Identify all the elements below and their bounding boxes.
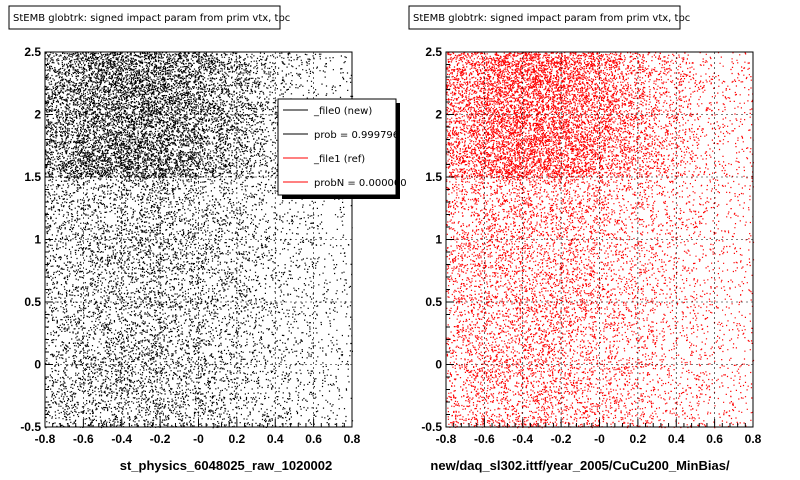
x-tick-label: -0.8	[35, 432, 56, 446]
legend-entry: probN = 0.000000	[283, 178, 407, 189]
legend-entry: prob = 0.999796	[283, 130, 399, 141]
x-tick-label: -0	[193, 432, 204, 446]
x-tick-label: 0.2	[630, 432, 647, 446]
x-tick-label: -0.4	[111, 432, 132, 446]
x-tick-label: -0.4	[512, 432, 533, 446]
x-tick-label: 0.2	[229, 432, 246, 446]
legend-label: probN = 0.000000	[314, 178, 407, 189]
y-tick-label: 1.5	[425, 170, 442, 184]
right-title-box	[408, 5, 681, 30]
legend: _file0 (new) prob = 0.999796 _file1 (ref…	[277, 98, 407, 199]
x-tick-label: -0	[594, 432, 605, 446]
x-tick-label: 0.8	[344, 432, 361, 446]
right-chart-title: StEMB globtrk: signed impact param from …	[413, 13, 690, 24]
y-tick-label: 0.5	[425, 295, 442, 309]
legend-label: prob = 0.999796	[314, 130, 399, 141]
legend-entry: _file0 (new)	[283, 106, 372, 117]
legend-label: _file1 (ref)	[313, 154, 365, 165]
left-chart-title: StEMB globtrk: signed impact param from …	[13, 13, 290, 24]
left-title-box	[8, 5, 281, 30]
x-tick-label: -0.6	[73, 432, 94, 446]
y-tick-label: 2	[34, 108, 41, 122]
y-tick-label: 2	[435, 108, 442, 122]
x-tick-label: 0.8	[745, 432, 762, 446]
scatter-points	[45, 52, 354, 429]
y-tick-label: 0	[34, 358, 41, 372]
x-tick-label: -0.6	[474, 432, 495, 446]
y-tick-label: 2.5	[425, 45, 442, 59]
y-tick-label: 0	[435, 358, 442, 372]
x-tick-label: 0.4	[267, 432, 284, 446]
x-tick-label: 0.6	[706, 432, 723, 446]
scatter-points	[446, 52, 755, 429]
x-tick-label: -0.8	[436, 432, 457, 446]
left-x-axis-label: st_physics_6048025_raw_1020002	[120, 458, 333, 473]
right-x-axis-label: new/daq_sl302.ittf/year_2005/CuCu200_Min…	[430, 458, 730, 473]
y-tick-label: 0.5	[24, 295, 41, 309]
y-tick-label: 1	[34, 233, 41, 247]
x-tick-label: 0.4	[668, 432, 685, 446]
y-tick-label: 1	[435, 233, 442, 247]
left-chart: StEMB globtrk: signed impact param from …	[8, 5, 361, 473]
left-plot-area: -0.8 -0.6 -0.4 -0.2 -0 0.2 0.4 0.6 0.8 -0.5 0 0.5 1 1…	[20, 45, 360, 446]
y-tick-label: 1.5	[24, 170, 41, 184]
legend-box	[277, 98, 397, 196]
right-chart: StEMB globtrk: signed impact param from …	[408, 5, 762, 473]
x-tick-label: -0.2	[551, 432, 572, 446]
y-tick-label: 2.5	[24, 45, 41, 59]
right-plot-area: -0.8 -0.6 -0.4 -0.2 -0 0.2 0.4 0.6 0.8 -0.5 0 0.5 1 1…	[421, 45, 761, 446]
y-tick-label: -0.5	[421, 420, 442, 434]
y-tick-label: -0.5	[20, 420, 41, 434]
x-tick-label: -0.2	[150, 432, 171, 446]
legend-entry: _file1 (ref)	[283, 154, 365, 165]
legend-label: _file0 (new)	[313, 106, 372, 117]
x-tick-label: 0.6	[305, 432, 322, 446]
